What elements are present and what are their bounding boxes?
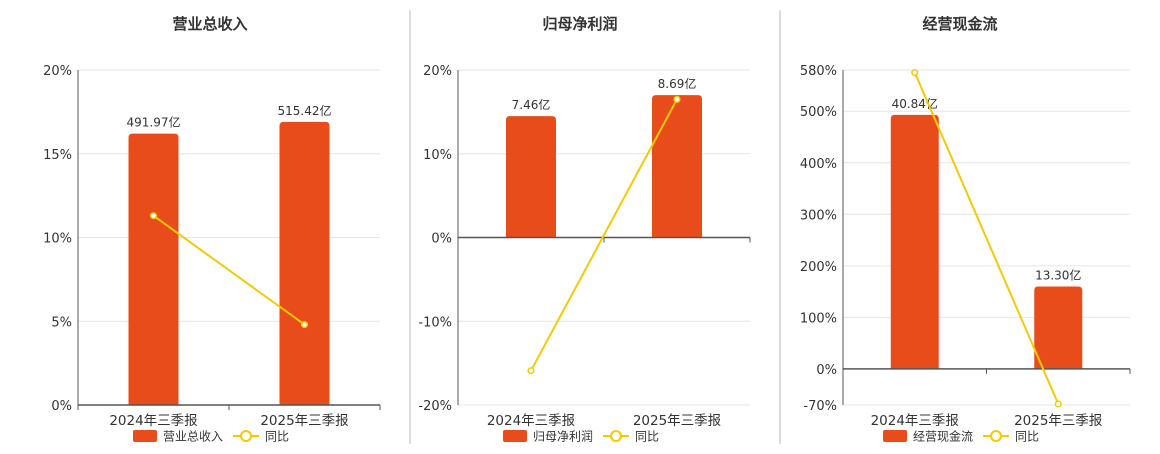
chart1-legend-label-line: 同比 [265, 430, 289, 444]
chart3-x-tick-label: 2025年三季报 [1014, 413, 1102, 429]
chart3-y-tick-label: 300% [800, 208, 837, 223]
chart1-yoy-line [152, 214, 306, 326]
chart3-bar [890, 114, 939, 369]
chart3-legend-label-line: 同比 [1015, 430, 1039, 444]
chart2-bar-data-label: 8.69亿 [658, 76, 697, 91]
chart1-bar-data-label: 491.97亿 [127, 115, 181, 130]
chart2-title: 归母净利润 [542, 15, 617, 33]
chart3-y-tick-label: 0% [816, 363, 837, 378]
chart2-bar [506, 116, 556, 238]
chart3-yoy-line [913, 72, 1060, 405]
chart1-y-tick-label: 0% [51, 399, 72, 414]
chart3-bar-data-label: 13.30亿 [1035, 267, 1081, 282]
chart2-y-tick-label: -20% [418, 399, 452, 414]
chart1-legend-line-marker [240, 430, 252, 442]
chart2-y-tick-label: -10% [418, 315, 452, 330]
chart1-bar-data-label: 515.42亿 [278, 103, 332, 118]
chart2-legend-line-marker [610, 430, 622, 442]
chart2-x-tick-label: 2024年三季报 [487, 413, 575, 429]
chart3-bar [1034, 286, 1083, 369]
chart2-x-tick-label: 2025年三季报 [633, 413, 721, 429]
chart2-y-tick-label: 0% [431, 232, 452, 247]
chart1-y-tick-label: 5% [51, 315, 72, 330]
chart1-y-tick-label: 20% [43, 64, 72, 79]
chart3-legend-bar-swatch [883, 430, 907, 442]
chart3-y-tick-label: 400% [800, 157, 837, 172]
chart2-y-tick-label: 20% [423, 64, 452, 79]
chart3-y-tick-label: 500% [800, 105, 837, 120]
chart3-yoy-point [1054, 400, 1062, 408]
chart3-title: 经营现金流 [922, 15, 997, 33]
chart2-legend-label-line: 同比 [635, 430, 659, 444]
chart2-bar [652, 95, 702, 238]
chart1-x-tick-label: 2025年三季报 [260, 413, 348, 429]
chart1-y-tick-label: 10% [43, 232, 72, 247]
chart2-y-tick-label: 10% [423, 148, 452, 163]
chart2-legend-label-bar: 归母净利润 [533, 430, 593, 444]
chart3-y-tick-label: 200% [800, 260, 837, 275]
chart2-yoy-point [527, 367, 535, 375]
chart1-title: 营业总收入 [172, 15, 247, 33]
chart2-legend-bar-swatch [503, 430, 527, 442]
chart1-bar [279, 121, 330, 406]
chart3-x-tick-label: 2024年三季报 [871, 413, 959, 429]
chart3-y-tick-label: 100% [800, 311, 837, 326]
chart2-yoy-line [530, 98, 678, 372]
chart1-yoy-point [300, 321, 309, 329]
chart3-y-tick-label: -70% [803, 399, 837, 414]
chart1-bar [128, 133, 179, 405]
chart1-legend-bar-swatch [133, 430, 157, 442]
chart2-bar-data-label: 7.46亿 [512, 97, 551, 112]
chart1-y-tick-label: 15% [43, 148, 72, 163]
chart3-legend-line-marker [990, 430, 1002, 442]
chart1-legend-label-bar: 营业总收入 [163, 430, 223, 444]
chart2-yoy-point [673, 95, 681, 103]
chart3-legend-label-bar: 经营现金流 [913, 429, 973, 444]
chart3-yoy-point [911, 69, 919, 77]
chart3-y-tick-label: 580% [800, 64, 837, 79]
chart1-yoy-point [149, 212, 158, 220]
chart1-x-tick-label: 2024年三季报 [109, 413, 197, 429]
